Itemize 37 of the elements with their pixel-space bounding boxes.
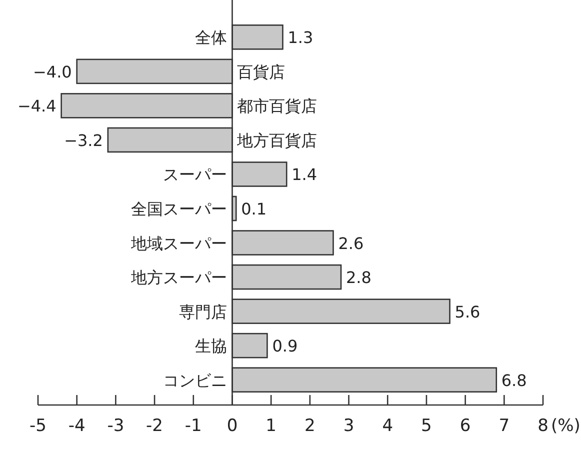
x-axis-title: (%) [551, 416, 580, 436]
data-label: 2.8 [346, 268, 372, 288]
data-label: 0.1 [241, 200, 267, 218]
data-label: 2.6 [338, 234, 364, 253]
data-label: −4.0 [32, 62, 72, 82]
y-tick-label: スーパー [163, 165, 228, 184]
x-tick-label: -1 [184, 416, 202, 436]
x-tick-label: 6 [460, 416, 471, 436]
y-tick-label: 地方百貨店 [236, 130, 318, 150]
data-label: 6.8 [501, 370, 527, 390]
x-tick-label: 2 [304, 416, 316, 436]
y-tick-label: 都市百貨店 [237, 96, 318, 116]
data-label: −3.2 [64, 130, 103, 150]
y-tick-label: 百貨店 [237, 62, 286, 82]
y-tick-label: 生協 [195, 336, 228, 356]
y-tick-label: コンビニ [163, 370, 228, 390]
y-tick-label: 地方スーパー [130, 268, 228, 288]
data-label: 1.4 [292, 165, 318, 184]
y-tick-label: 全体 [195, 28, 228, 48]
x-tick-label: -3 [107, 416, 124, 436]
x-tick-label: -4 [68, 416, 86, 436]
x-tick-label: -5 [30, 416, 46, 436]
data-label: −4.4 [17, 96, 56, 116]
data-label: 1.3 [288, 28, 314, 48]
x-tick-label: 8 [538, 416, 548, 436]
data-label: 5.6 [454, 302, 480, 322]
data-label: 0.9 [272, 336, 298, 356]
x-tick-label: 7 [498, 416, 510, 436]
y-tick-label: 全国スーパー [131, 200, 228, 218]
y-tick-label: 専門店 [179, 302, 228, 322]
x-tick-label: 4 [382, 416, 394, 436]
x-tick-label: 1 [266, 416, 276, 436]
y-tick-label: 地域スーパー [130, 234, 228, 253]
x-tick-label: 5 [421, 416, 432, 436]
x-tick-label: -2 [146, 416, 164, 436]
x-tick-label: 3 [343, 416, 354, 436]
x-tick-label: 0 [226, 416, 238, 436]
